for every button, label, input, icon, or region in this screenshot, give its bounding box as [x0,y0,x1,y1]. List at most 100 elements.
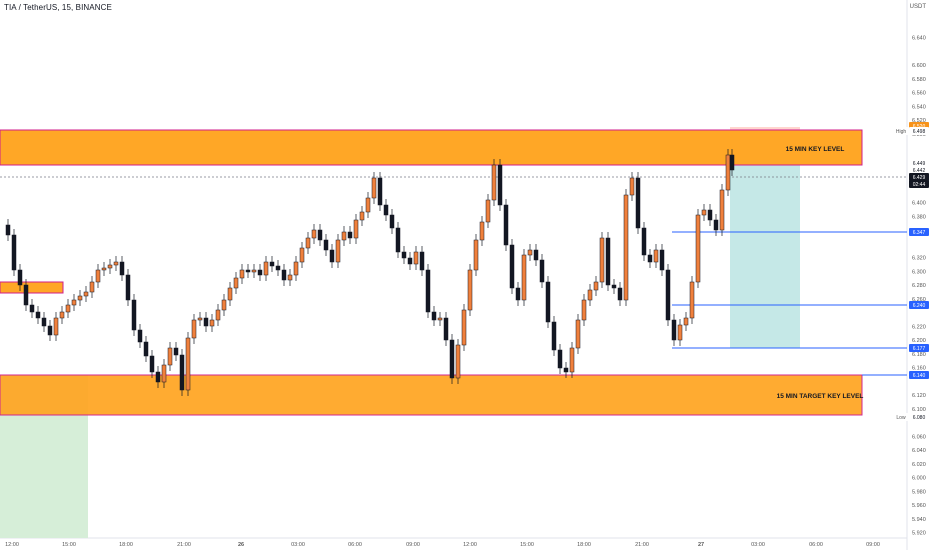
candle-body [185,337,191,391]
price-badge-label: 02:44 [913,182,926,188]
candle-body [563,367,569,373]
candle-body [623,194,629,301]
candle-body [227,287,233,301]
candle-body [77,295,83,301]
price-badge[interactable]: 6.449 [909,159,929,167]
candle-body [581,299,587,321]
candle-body [407,257,413,265]
price-badge[interactable]: 6.429 [909,173,929,181]
price-badge-label: 6.442 [913,168,926,174]
price-tick-label: 6.200 [912,338,926,344]
candle-body [599,237,605,283]
symbol-title[interactable]: TIA / TetherUS, 15, BINANCE [4,3,112,12]
candle-body [257,269,263,276]
candle-body [17,269,23,286]
candle-body [593,281,599,291]
candle-body [545,281,551,323]
price-tick-label: 6.260 [912,297,926,303]
key-level-zone-bottom[interactable] [0,374,863,416]
price-axis[interactable]: 6.6406.6006.5806.5606.5406.5206.5006.460… [894,36,929,537]
candle-body [569,347,575,373]
candle-body [725,154,731,191]
price-badge-label: 6.449 [913,161,926,167]
price-badge-bg [909,159,929,167]
price-badge-bg [894,413,908,421]
price-badge-label: 6.498 [913,129,926,135]
candle-body [605,237,611,286]
price-tick-label: 6.520 [912,118,926,124]
candle-body [485,199,491,223]
candle-body [707,209,713,221]
time-axis[interactable]: 12:00 15:00 18:00 21:00 26 03:00 06:00 09:00 12:… [5,542,880,548]
candle-body [131,299,137,331]
currency-label: USDT [909,4,926,10]
time-tick-label: 12:00 [5,542,19,548]
candle-body [527,249,533,256]
candle-body [461,309,467,346]
price-tick-label: 5.920 [912,531,926,537]
candle-body [413,251,419,265]
price-badge[interactable]: 6.240 [909,301,929,309]
candle-body [371,177,377,199]
candle-body [311,229,317,239]
price-badge[interactable]: High [894,127,908,135]
price-tick-label: 6.100 [912,407,926,413]
candle-body [629,177,635,196]
candle-body [533,249,539,261]
price-badge[interactable]: 6.080 [909,413,929,421]
price-badge-bg [909,173,929,181]
candle-body [47,325,53,336]
candle-body [113,261,119,266]
candle-body [647,254,653,263]
zone-label-bottom: 15 MIN TARGET KEY LEVEL [777,393,864,400]
candle-body [53,317,59,336]
price-tick-label: 6.000 [912,476,926,482]
price-badge-bg [894,127,908,135]
price-badge-label: 6.240 [913,303,926,309]
price-tick-label: 6.160 [912,366,926,372]
price-badge-bg [909,344,929,352]
candle-body [143,341,149,357]
price-tick-label: 6.280 [912,283,926,289]
candle-body [167,347,173,366]
price-badge[interactable]: 6.498 [909,127,929,135]
price-tick-label: 6.120 [912,393,926,399]
price-badge[interactable]: 6.442 [909,166,929,174]
candle-body [683,317,689,326]
price-badge-label: 6.080 [913,415,926,421]
price-tick-label: 6.300 [912,269,926,275]
candle-body [641,227,647,256]
price-tick-label: 5.960 [912,503,926,509]
candle-body [329,249,335,263]
candle-body [359,211,365,221]
small-zone[interactable] [0,281,64,294]
price-tick-label: 6.580 [912,77,926,83]
candle-body [89,281,95,293]
price-badge[interactable]: 6.140 [909,371,929,379]
candle-body [575,319,581,349]
candle-body [41,317,47,327]
price-badge-bg [909,413,929,421]
candle-body [729,154,735,171]
candle-body [95,269,101,283]
candle-body [455,344,461,379]
price-badge[interactable]: 6.177 [909,344,929,352]
candle-body [263,261,269,276]
candle-body [587,289,593,301]
time-tick-label: 12:00 [463,542,477,548]
candle-body [197,317,203,321]
candle-body [347,231,353,239]
price-badge[interactable]: 02:44 [909,180,929,188]
price-badge[interactable]: Low [894,413,908,421]
price-badge[interactable]: 6.347 [909,228,929,236]
candle-body [479,221,485,241]
candle-body [155,371,161,383]
candle-body [101,267,107,271]
candle-body [389,214,395,229]
candle-body [473,239,479,271]
target-zone[interactable] [730,163,800,348]
candle-body [557,349,563,369]
candle-body [287,274,293,281]
key-level-zone-top[interactable] [0,129,863,166]
